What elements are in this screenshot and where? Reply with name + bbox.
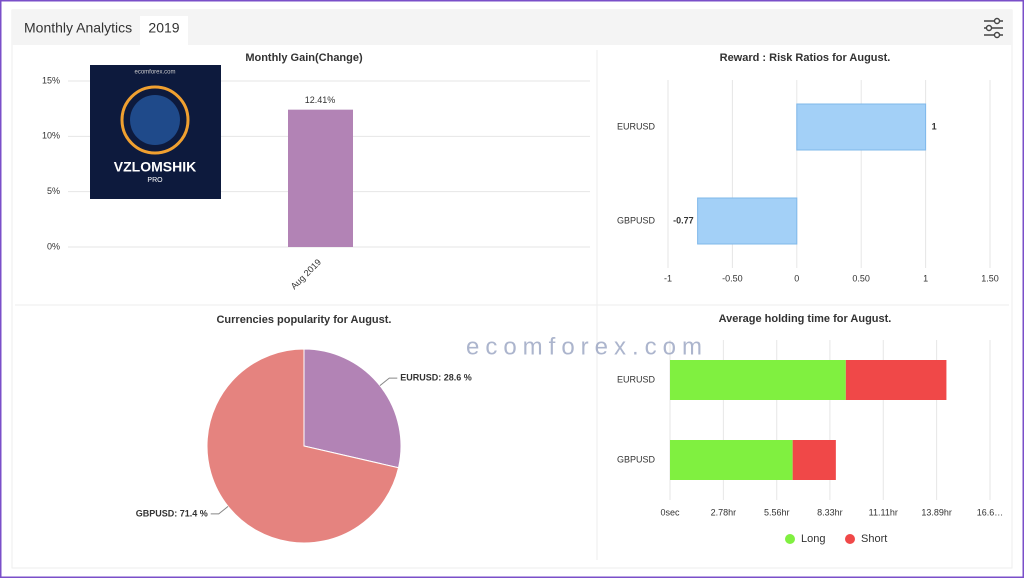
y-tick-label: EURUSD xyxy=(617,374,656,384)
chart-title: Reward : Risk Ratios for August. xyxy=(720,52,891,64)
ad-site: ecomforex.com xyxy=(134,70,175,76)
filter-icon[interactable] xyxy=(984,17,1003,39)
value-label: 1 xyxy=(932,121,937,131)
ad-image: ecomforex.com VZLOMSHIK PRO xyxy=(90,65,221,199)
data-label: GBPUSD: 71.4 % xyxy=(136,508,208,518)
bar xyxy=(288,109,353,248)
chart-title: Currencies popularity for August. xyxy=(216,314,391,326)
x-tick-label: 5.56hr xyxy=(764,507,790,517)
ad-title: VZLOMSHIK xyxy=(114,159,196,175)
pie-slice xyxy=(303,348,402,469)
y-tick-label: GBPUSD xyxy=(617,215,656,225)
x-tick-label: 2.78hr xyxy=(711,507,737,517)
bar xyxy=(796,103,927,151)
bar xyxy=(697,197,798,245)
y-tick-label: 0% xyxy=(47,241,60,251)
x-tick-label: 16.6… xyxy=(977,507,1004,517)
data-label: EURUSD: 28.6 % xyxy=(400,372,472,382)
bar-segment xyxy=(792,440,836,480)
legend-label: Short xyxy=(861,533,887,545)
watermark: ecomforex.com xyxy=(466,333,708,360)
x-tick-label: 8.33hr xyxy=(817,507,843,517)
legend-marker xyxy=(785,534,795,544)
ad-subtitle: PRO xyxy=(147,177,163,184)
chart-title: Monthly Gain(Change) xyxy=(245,52,363,64)
value-label: -0.77 xyxy=(673,215,694,225)
x-tick-label: -1 xyxy=(664,273,672,283)
legend-marker xyxy=(845,534,855,544)
leader-line xyxy=(379,377,398,386)
y-tick-label: 15% xyxy=(42,75,60,85)
x-tick-label: 1.50 xyxy=(981,273,999,283)
x-tick-label: 13.89hr xyxy=(921,507,952,517)
x-tick-label: 0 xyxy=(794,273,799,283)
x-tick-label: 1 xyxy=(923,273,928,283)
tab-label[interactable]: 2019 xyxy=(148,20,179,36)
header-title: Monthly Analytics xyxy=(24,20,132,36)
bar-segment xyxy=(845,360,947,400)
y-tick-label: 5% xyxy=(47,186,60,196)
legend-label: Long xyxy=(801,533,825,545)
tab[interactable] xyxy=(140,16,188,45)
bar-segment xyxy=(670,360,846,400)
x-tick-label: 0.50 xyxy=(852,273,870,283)
y-tick-label: GBPUSD xyxy=(617,454,656,464)
y-tick-label: 10% xyxy=(42,131,60,141)
leader-line xyxy=(210,506,229,515)
x-tick-label: 0sec xyxy=(660,507,680,517)
value-label: 12.41% xyxy=(305,95,336,105)
bar-segment xyxy=(670,440,793,480)
y-tick-label: EURUSD xyxy=(617,121,656,131)
x-tick-label: 11.11hr xyxy=(869,507,898,517)
chart-title: Average holding time for August. xyxy=(719,313,892,325)
x-tick-label: -0.50 xyxy=(722,273,743,283)
